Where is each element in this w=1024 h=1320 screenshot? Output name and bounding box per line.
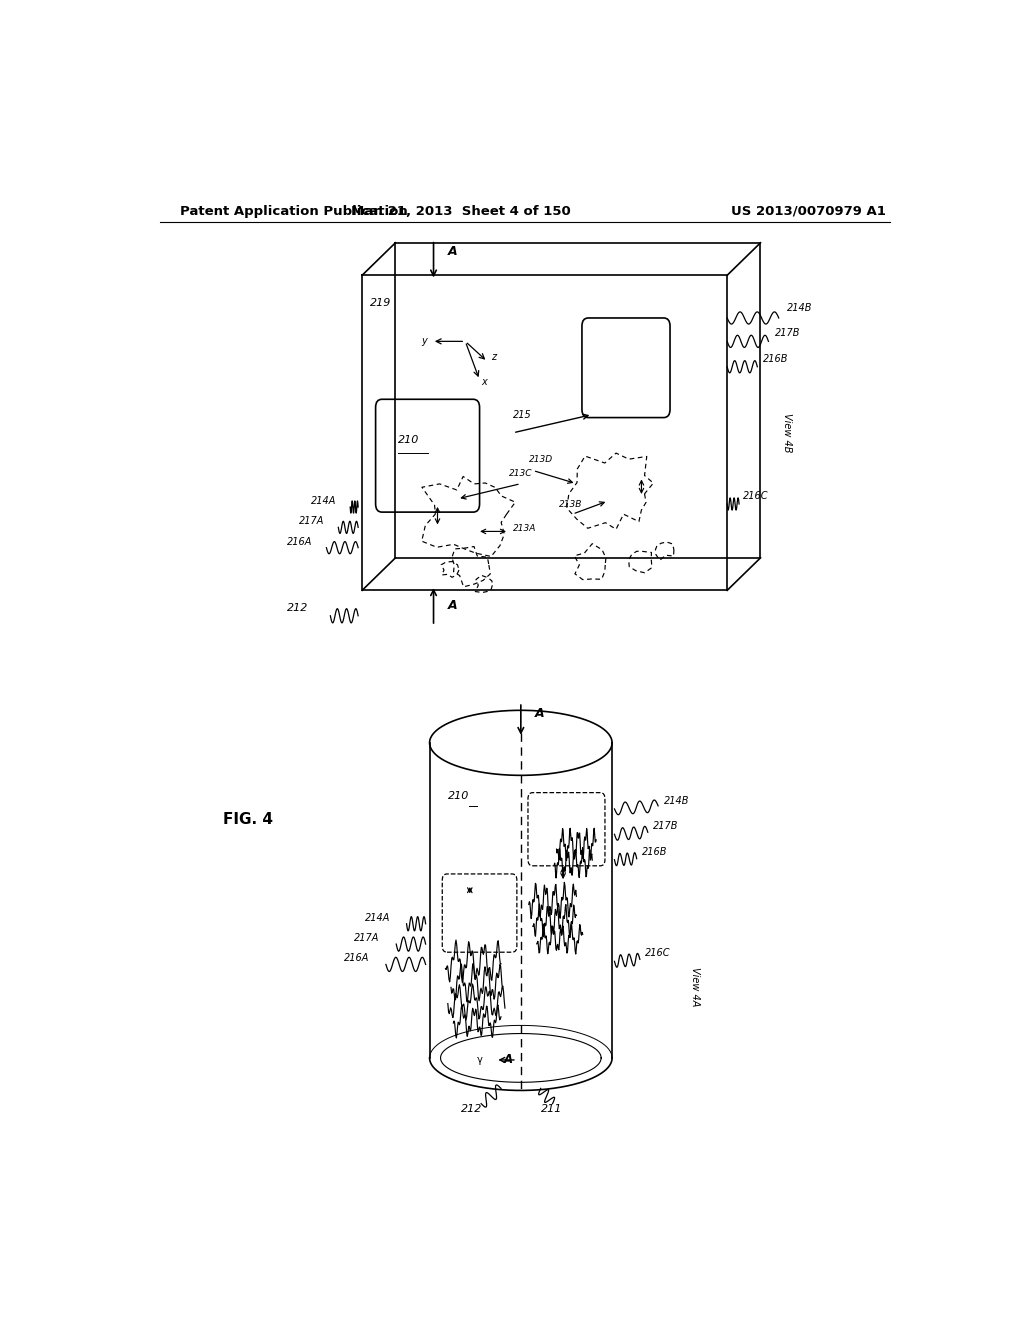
- Text: z: z: [490, 351, 496, 362]
- FancyBboxPatch shape: [582, 318, 670, 417]
- Text: 214B: 214B: [664, 796, 689, 805]
- Text: 217B: 217B: [775, 329, 801, 338]
- Text: 213A: 213A: [513, 524, 537, 533]
- Text: 210: 210: [447, 791, 469, 801]
- Text: View 4B: View 4B: [781, 413, 792, 453]
- Text: A: A: [504, 1053, 513, 1067]
- Text: 216A: 216A: [344, 953, 370, 964]
- Text: FIG. 4: FIG. 4: [223, 812, 273, 828]
- Text: 213C: 213C: [509, 469, 532, 478]
- Text: A: A: [447, 246, 458, 257]
- Text: 212: 212: [461, 1104, 482, 1114]
- FancyBboxPatch shape: [376, 399, 479, 512]
- Text: 216B: 216B: [763, 354, 788, 364]
- Text: 212: 212: [287, 603, 308, 612]
- Text: A: A: [447, 599, 458, 611]
- Text: 214A: 214A: [310, 496, 336, 506]
- Text: Mar. 21, 2013  Sheet 4 of 150: Mar. 21, 2013 Sheet 4 of 150: [351, 205, 571, 218]
- Text: 213D: 213D: [528, 455, 553, 465]
- Text: View 4A: View 4A: [690, 968, 700, 1006]
- Text: 217A: 217A: [354, 933, 380, 942]
- Text: Patent Application Publication: Patent Application Publication: [179, 205, 408, 218]
- Text: US 2013/0070979 A1: US 2013/0070979 A1: [731, 205, 886, 218]
- Text: γ: γ: [477, 1055, 483, 1065]
- Text: 219: 219: [370, 298, 391, 308]
- Text: 216C: 216C: [743, 491, 769, 500]
- Text: A: A: [536, 708, 545, 721]
- Text: 214A: 214A: [365, 912, 390, 923]
- Text: 213B: 213B: [559, 500, 583, 510]
- Text: 215: 215: [513, 409, 531, 420]
- Text: 217A: 217A: [299, 516, 324, 527]
- Text: 216A: 216A: [287, 537, 312, 546]
- Text: 216C: 216C: [645, 948, 671, 958]
- Text: 216B: 216B: [642, 846, 668, 857]
- Text: 210: 210: [397, 436, 419, 445]
- Text: 214B: 214B: [786, 302, 812, 313]
- Text: y: y: [422, 337, 427, 346]
- FancyBboxPatch shape: [442, 874, 517, 952]
- Text: x: x: [481, 378, 486, 387]
- Text: 211: 211: [541, 1104, 562, 1114]
- FancyBboxPatch shape: [528, 792, 605, 866]
- Text: 217B: 217B: [653, 821, 679, 832]
